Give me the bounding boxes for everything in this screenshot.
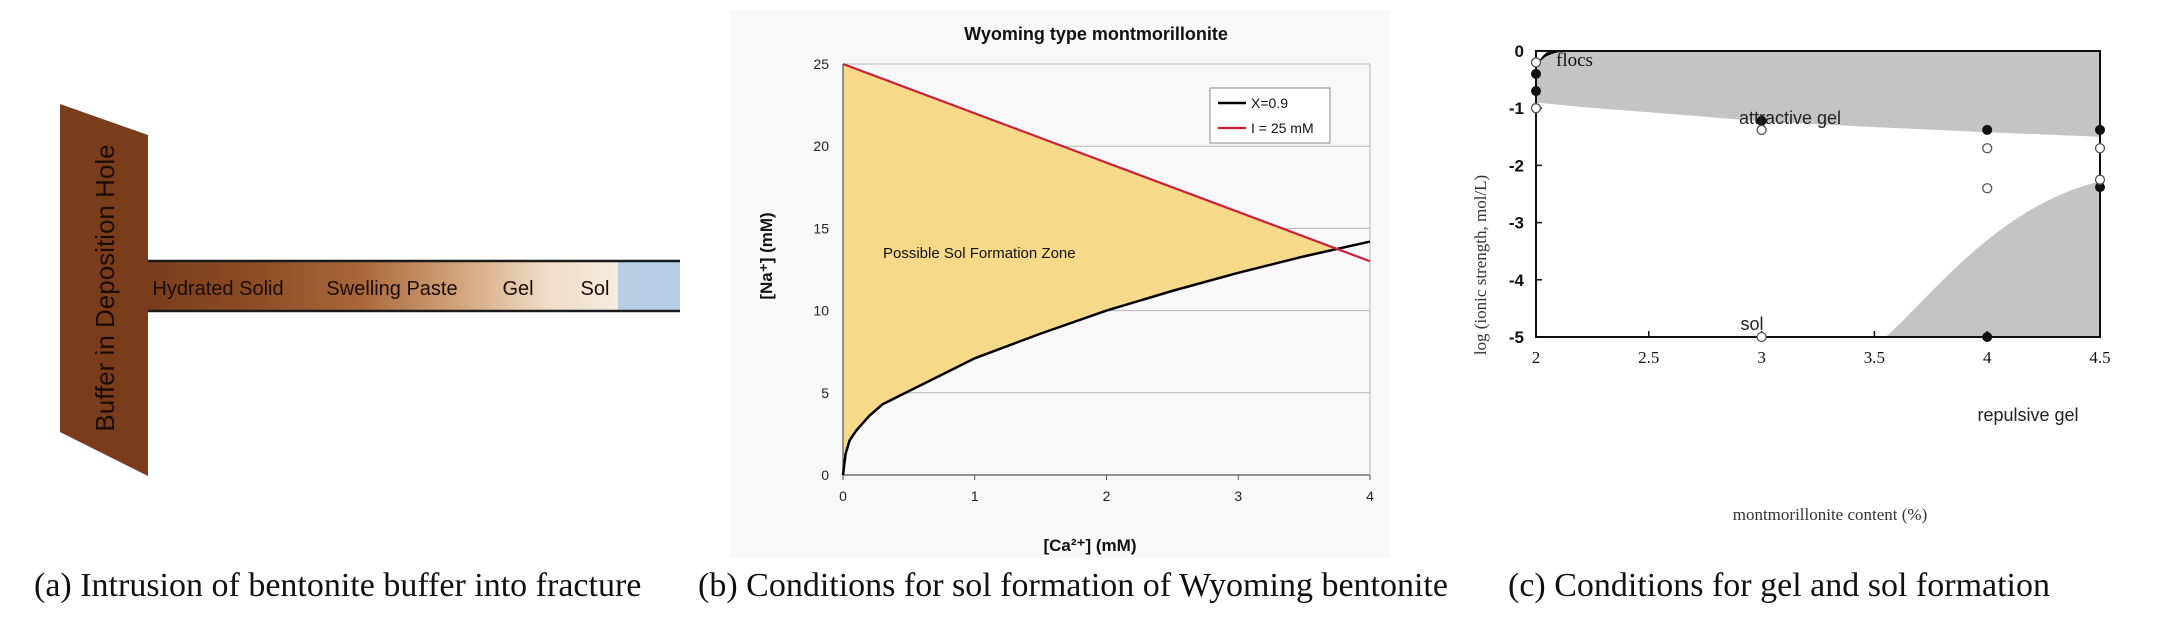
open-point xyxy=(1756,124,1767,136)
chart-b-title: Wyoming type montmorillonite xyxy=(964,24,1228,44)
ytick-label: 25 xyxy=(813,56,829,72)
filled-point xyxy=(1531,86,1541,97)
filled-point xyxy=(1982,332,1993,342)
xtick-label: 2 xyxy=(1103,488,1111,504)
xtick-label: 3 xyxy=(1757,348,1766,367)
caption-c: (c) Conditions for gel and sol formation xyxy=(1508,567,2051,604)
chart-b-axes xyxy=(842,64,1371,480)
chart-c-frame xyxy=(1535,50,2101,338)
ytick-label: -1 xyxy=(1509,99,1524,118)
open-point xyxy=(1756,331,1767,343)
open-point xyxy=(1982,183,1993,194)
open-point xyxy=(1982,143,1993,154)
chart-b-tick-labels: 0 5 10 15 20 25 0 1 2 3 4 xyxy=(813,56,1374,504)
filled-point xyxy=(1531,68,1541,79)
sol-formation-zone xyxy=(843,64,1338,475)
xtick-label: 4.5 xyxy=(2089,348,2110,367)
series-i25-line xyxy=(842,62,1371,263)
chart-b-legend: X=0.9 I = 25 mM xyxy=(1209,87,1331,144)
xtick-label: 3.5 xyxy=(1864,348,1885,367)
ytick-label: -4 xyxy=(1509,271,1525,290)
zone-label-sol: Sol xyxy=(581,278,610,300)
chart-b-xlabel: [Ca²⁺] (mM) xyxy=(1043,536,1136,555)
xtick-label: 4 xyxy=(1366,488,1374,504)
chart-c-xlabel: montmorillonite content (%) xyxy=(1733,505,1928,524)
ytick-label: 0 xyxy=(821,467,829,483)
xtick-label: 4 xyxy=(1983,348,1992,367)
attractive-gel-label: attractive gel xyxy=(1739,108,1841,128)
xtick-label: 3 xyxy=(1234,488,1242,504)
filled-point xyxy=(1982,124,1993,135)
chart-c-ticks: 2 2.5 3 3.5 4 4.5 0 -1 -2 -3 -4 -5 xyxy=(1509,42,2111,367)
open-point xyxy=(1530,103,1542,114)
attractive-gel-region xyxy=(1536,51,2100,137)
xtick-label: 2 xyxy=(1532,348,1541,367)
repulsive-gel-label: repulsive gel xyxy=(1977,405,2078,425)
repulsive-gel-region xyxy=(1885,181,2100,337)
legend-label-i25: I = 25 mM xyxy=(1251,120,1314,136)
gel-sol-chart: 2 2.5 3 3.5 4 4.5 0 -1 -2 -3 -4 -5 flocs attractive… xyxy=(1471,42,2111,524)
fracture-fill xyxy=(148,262,618,310)
ytick-label: 0 xyxy=(1515,42,1524,61)
buffer-block xyxy=(60,104,148,476)
panel-c: 2 2.5 3 3.5 4 4.5 0 -1 -2 -3 -4 -5 flocs attractive… xyxy=(1430,0,2167,630)
ytick-label: 20 xyxy=(813,138,829,154)
chart-c-ylabel: log (ionic strength, mol/L) xyxy=(1471,175,1490,355)
chart-c-points xyxy=(1530,57,2106,343)
ytick-label: -5 xyxy=(1509,328,1524,347)
filled-point xyxy=(2095,182,2105,193)
chart-b-ylabel: [Na⁺] (mM) xyxy=(757,212,776,299)
ytick-label: 5 xyxy=(821,385,829,401)
ytick-label: 10 xyxy=(813,303,829,319)
sol-label: sol xyxy=(1740,314,1763,334)
zone-label-swelling-paste: Swelling Paste xyxy=(326,278,457,300)
filled-point xyxy=(1756,115,1767,126)
flocs-label: flocs xyxy=(1556,50,1593,71)
xtick-label: 2.5 xyxy=(1638,348,1659,367)
panel-b: Wyoming type montmorillonite 0 5 10 15 20 25 0… xyxy=(690,0,1448,630)
ytick-label: 15 xyxy=(813,220,829,236)
intrusion-diagram: Buffer in Deposition Hole Hydrated Solid… xyxy=(60,104,680,476)
sol-water xyxy=(618,262,680,310)
sol-formation-chart: Wyoming type montmorillonite 05101520250… xyxy=(730,10,1390,558)
series-x09-line xyxy=(841,240,1371,476)
xtick-label: 1 xyxy=(971,488,979,504)
open-point xyxy=(1530,57,1542,68)
zone-label: Possible Sol Formation Zone xyxy=(883,245,1076,262)
caption-a: (a) Intrusion of bentonite buffer into f… xyxy=(34,567,642,604)
buffer-label: Buffer in Deposition Hole xyxy=(90,144,120,431)
zone-label-gel: Gel xyxy=(502,278,533,300)
ytick-label: -3 xyxy=(1509,214,1524,233)
legend-box xyxy=(1209,87,1331,144)
ytick-label: -2 xyxy=(1509,156,1524,175)
filled-point xyxy=(2095,124,2105,135)
xtick-label: 0 xyxy=(839,488,847,504)
open-point xyxy=(2094,174,2106,185)
open-point xyxy=(2094,143,2106,154)
caption-b: (b) Conditions for sol formation of Wyom… xyxy=(698,567,1448,604)
panel-a: Buffer in Deposition Hole Hydrated Solid… xyxy=(0,0,690,630)
legend-label-x09: X=0.9 xyxy=(1251,95,1288,111)
zone-label-hydrated-solid: Hydrated Solid xyxy=(152,278,283,300)
